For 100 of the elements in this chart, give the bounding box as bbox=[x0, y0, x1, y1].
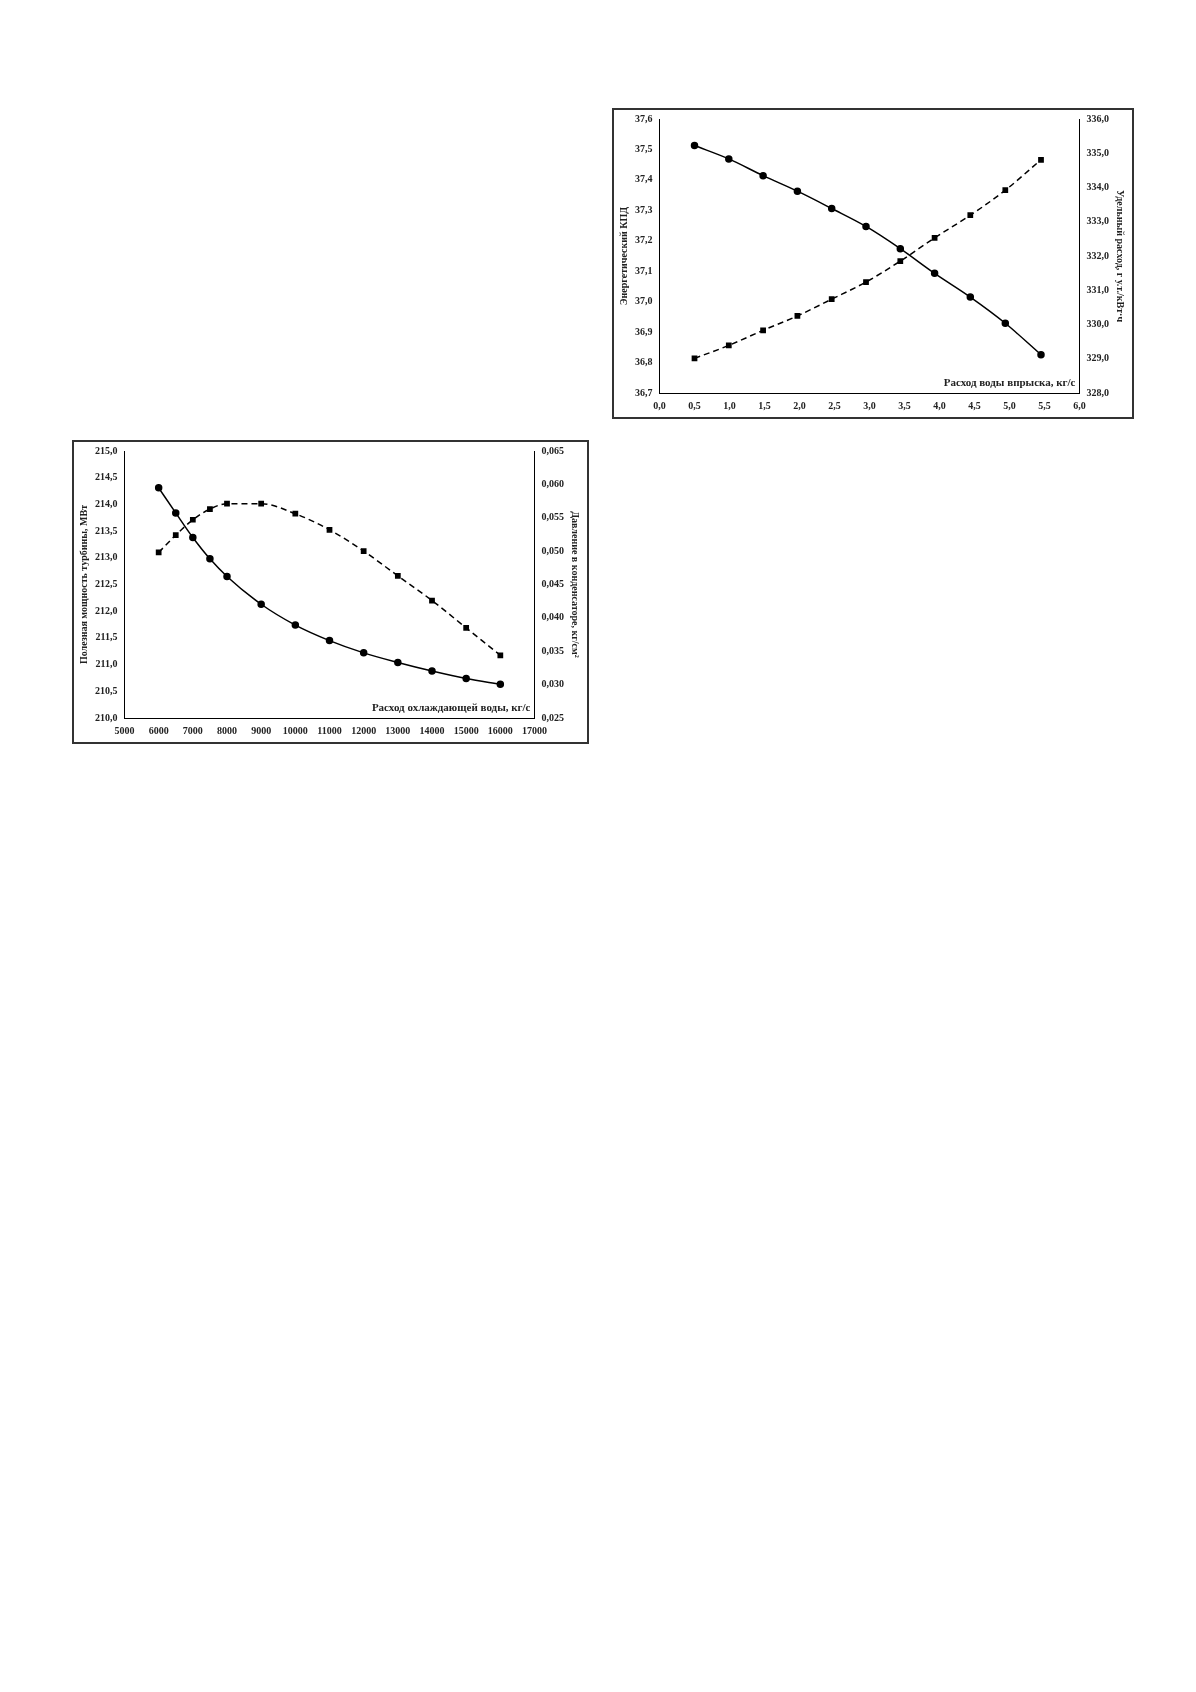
x-tick-label: 13000 bbox=[385, 724, 411, 736]
y2-tick-label: 331,0 bbox=[1086, 283, 1109, 295]
x-tick-label: 10000 bbox=[282, 724, 308, 736]
point bbox=[725, 155, 733, 163]
y2-tick-label: 329,0 bbox=[1086, 352, 1109, 364]
x-tick-label: 7000 bbox=[182, 724, 203, 736]
point bbox=[690, 141, 699, 150]
point bbox=[897, 258, 904, 265]
x-tick-label: 6,0 bbox=[1073, 399, 1086, 411]
y2-tick-label: 334,0 bbox=[1086, 181, 1109, 193]
x-axis-title: Расход охлаждающей воды, кг/с bbox=[371, 701, 531, 714]
point bbox=[760, 327, 766, 334]
point bbox=[463, 625, 470, 631]
x-tick-label: 5000 bbox=[114, 724, 135, 736]
y-axis-title: Энергетический КПД bbox=[617, 206, 629, 306]
y2-tick-label: 0,045 bbox=[541, 578, 564, 590]
x-tick-label: 17000 bbox=[522, 724, 547, 736]
point bbox=[794, 313, 801, 319]
point bbox=[206, 555, 214, 563]
y2-tick-label: 0,025 bbox=[541, 711, 564, 723]
y2-tick-label: 0,055 bbox=[541, 511, 564, 523]
x-tick-label: 15000 bbox=[453, 724, 479, 736]
y-tick-label: 36,9 bbox=[635, 325, 653, 337]
point bbox=[360, 548, 367, 554]
x-tick-label: 2,5 bbox=[828, 399, 841, 411]
point bbox=[793, 187, 802, 195]
y-tick-label: 210,0 bbox=[95, 711, 118, 723]
point bbox=[325, 636, 334, 645]
y2-tick-label: 336,0 bbox=[1086, 112, 1109, 124]
x-tick-label: 14000 bbox=[419, 724, 445, 736]
y-tick-label: 212,0 bbox=[95, 604, 118, 616]
point bbox=[966, 293, 975, 301]
point bbox=[1001, 319, 1010, 328]
x-tick-label: 1,5 bbox=[758, 399, 771, 411]
point bbox=[292, 510, 299, 517]
point bbox=[172, 509, 180, 517]
point bbox=[497, 652, 504, 659]
y-tick-label: 37,3 bbox=[635, 203, 653, 215]
point bbox=[1002, 187, 1009, 194]
y2-tick-label: 330,0 bbox=[1086, 318, 1109, 330]
point bbox=[189, 533, 197, 542]
y-tick-label: 211,0 bbox=[95, 658, 118, 670]
x-tick-label: 5,5 bbox=[1038, 399, 1051, 411]
y-tick-label: 36,7 bbox=[635, 386, 653, 398]
x-tick-label: 6000 bbox=[148, 724, 169, 736]
y2-tick-label: 0,035 bbox=[541, 644, 564, 656]
y2-tick-label: 0,060 bbox=[541, 477, 564, 489]
point bbox=[394, 572, 401, 579]
y-axis-title: Полезная мощность турбины, МВт bbox=[77, 504, 89, 665]
point bbox=[223, 572, 231, 581]
y-tick-label: 214,0 bbox=[95, 497, 118, 509]
point bbox=[462, 674, 470, 683]
y-tick-label: 213,0 bbox=[95, 551, 118, 563]
point bbox=[759, 171, 767, 180]
point bbox=[258, 500, 265, 507]
y-tick-label: 37,0 bbox=[635, 295, 653, 307]
y2-axis-title: Удельный расход, г у.т./кВт·ч bbox=[1115, 189, 1127, 323]
x-tick-label: 3,5 bbox=[898, 399, 911, 411]
x-tick-label: 12000 bbox=[351, 724, 377, 736]
point bbox=[155, 549, 162, 556]
point bbox=[172, 532, 179, 538]
x-tick-label: 8000 bbox=[217, 724, 237, 736]
y2-tick-label: 332,0 bbox=[1086, 249, 1109, 261]
point bbox=[189, 516, 196, 523]
x-tick-label: 9000 bbox=[251, 724, 272, 736]
y2-tick-label: 328,0 bbox=[1086, 386, 1109, 398]
y-tick-label: 212,5 bbox=[95, 578, 118, 590]
y2-tick-label: 0,030 bbox=[541, 678, 564, 690]
point bbox=[207, 506, 213, 512]
point bbox=[828, 296, 835, 303]
x-tick-label: 1,0 bbox=[723, 399, 736, 411]
y-tick-label: 36,8 bbox=[635, 356, 653, 368]
point bbox=[496, 680, 505, 689]
y2-tick-label: 0,065 bbox=[541, 444, 564, 456]
x-tick-label: 4,0 bbox=[933, 399, 946, 411]
point bbox=[224, 500, 230, 507]
y2-tick-label: 0,040 bbox=[541, 611, 564, 623]
point bbox=[896, 244, 905, 253]
y2-axis-title: Давление в конденсаторе, кг/см² bbox=[570, 511, 582, 658]
point bbox=[1038, 156, 1044, 163]
point bbox=[967, 212, 974, 219]
y-tick-label: 210,5 bbox=[95, 684, 118, 696]
y-tick-label: 37,1 bbox=[635, 264, 653, 276]
y-tick-label: 37,5 bbox=[635, 143, 653, 155]
point bbox=[326, 526, 333, 533]
y-tick-label: 37,2 bbox=[635, 234, 653, 246]
point bbox=[291, 621, 300, 629]
point bbox=[257, 600, 265, 609]
x-tick-label: 0,5 bbox=[688, 399, 701, 411]
y-tick-label: 213,5 bbox=[95, 524, 118, 536]
point bbox=[930, 269, 939, 278]
y2-tick-label: 0,050 bbox=[541, 544, 564, 556]
y-tick-label: 37,4 bbox=[635, 173, 653, 185]
x-axis-title: Расход воды впрыска, кг/с bbox=[943, 376, 1076, 389]
point bbox=[827, 204, 836, 213]
x-tick-label: 16000 bbox=[487, 724, 513, 736]
point bbox=[725, 342, 732, 349]
point bbox=[1037, 350, 1045, 359]
y-tick-label: 214,5 bbox=[95, 471, 118, 483]
x-tick-label: 11000 bbox=[317, 724, 342, 736]
